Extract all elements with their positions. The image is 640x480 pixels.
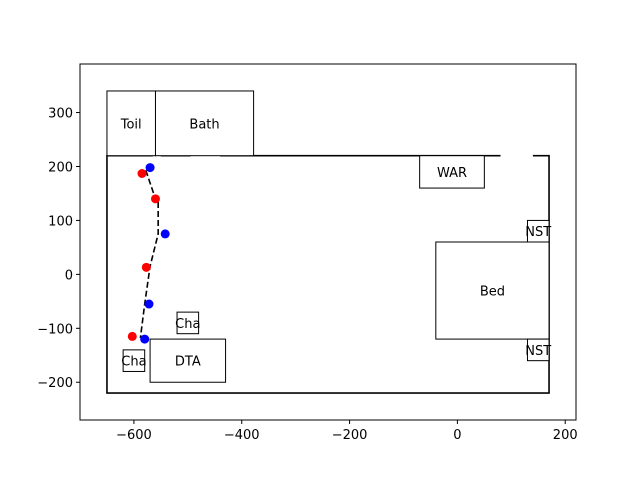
room-box xyxy=(176,311,200,335)
room-dta-7: DTA xyxy=(149,338,227,383)
x-tick-label: 200 xyxy=(553,428,578,443)
y-axis: −200 −100 0 100 200 300 xyxy=(37,107,80,391)
room-label: Cha xyxy=(175,317,200,332)
x-tick-label: −600 xyxy=(116,428,152,443)
room-bath-1: Bath xyxy=(154,90,255,157)
point-series0-2 xyxy=(144,299,154,309)
room-box xyxy=(122,349,146,372)
room-box xyxy=(526,338,550,362)
axes-frame xyxy=(79,63,577,421)
room-label: NST xyxy=(525,225,551,240)
room-label: NST xyxy=(525,344,551,359)
room-box xyxy=(149,338,227,383)
room-label: Toil xyxy=(120,117,142,132)
point-series0-3 xyxy=(140,334,150,344)
room-label: WAR xyxy=(437,166,467,181)
room-box xyxy=(154,90,255,157)
room-war-2: WAR xyxy=(419,155,485,189)
room-box xyxy=(419,155,485,189)
point-series0-1 xyxy=(160,229,170,239)
point-series1-0 xyxy=(137,168,147,178)
x-axis: −600 −400 −200 0 200 xyxy=(116,420,578,443)
y-tick-label: 300 xyxy=(48,107,73,122)
room-cha-6: Cha xyxy=(175,311,200,335)
x-tick-label: −400 xyxy=(224,428,260,443)
x-tick-label: −200 xyxy=(332,428,368,443)
room-box xyxy=(106,90,156,157)
point-series1-2 xyxy=(141,262,151,272)
room-cha-8: Cha xyxy=(121,349,147,372)
y-tick-label: −100 xyxy=(37,322,73,337)
room-nst-5: NST xyxy=(525,338,551,362)
room-toil-0: Toil xyxy=(106,90,156,157)
room-label: Bed xyxy=(480,285,505,300)
room-label: Bath xyxy=(189,117,219,132)
x-tick-label: 0 xyxy=(453,428,461,443)
y-tick-label: 100 xyxy=(48,214,73,229)
point-series1-1 xyxy=(150,194,160,204)
room-label: Cha xyxy=(121,355,146,370)
y-tick-label: 0 xyxy=(65,268,73,283)
room-label: DTA xyxy=(175,355,201,370)
room-box xyxy=(435,241,550,340)
y-tick-label: 200 xyxy=(48,160,73,175)
room-nst-3: NST xyxy=(525,219,551,243)
rooms-layer: Toil Bath WAR NST Bed NST Cha DTA Cha xyxy=(106,90,551,383)
point-series0-0 xyxy=(145,163,155,173)
points-layer xyxy=(127,163,170,344)
point-series1-3 xyxy=(127,331,137,341)
y-tick-label: −200 xyxy=(37,376,73,391)
room-bed-4: Bed xyxy=(435,241,550,340)
